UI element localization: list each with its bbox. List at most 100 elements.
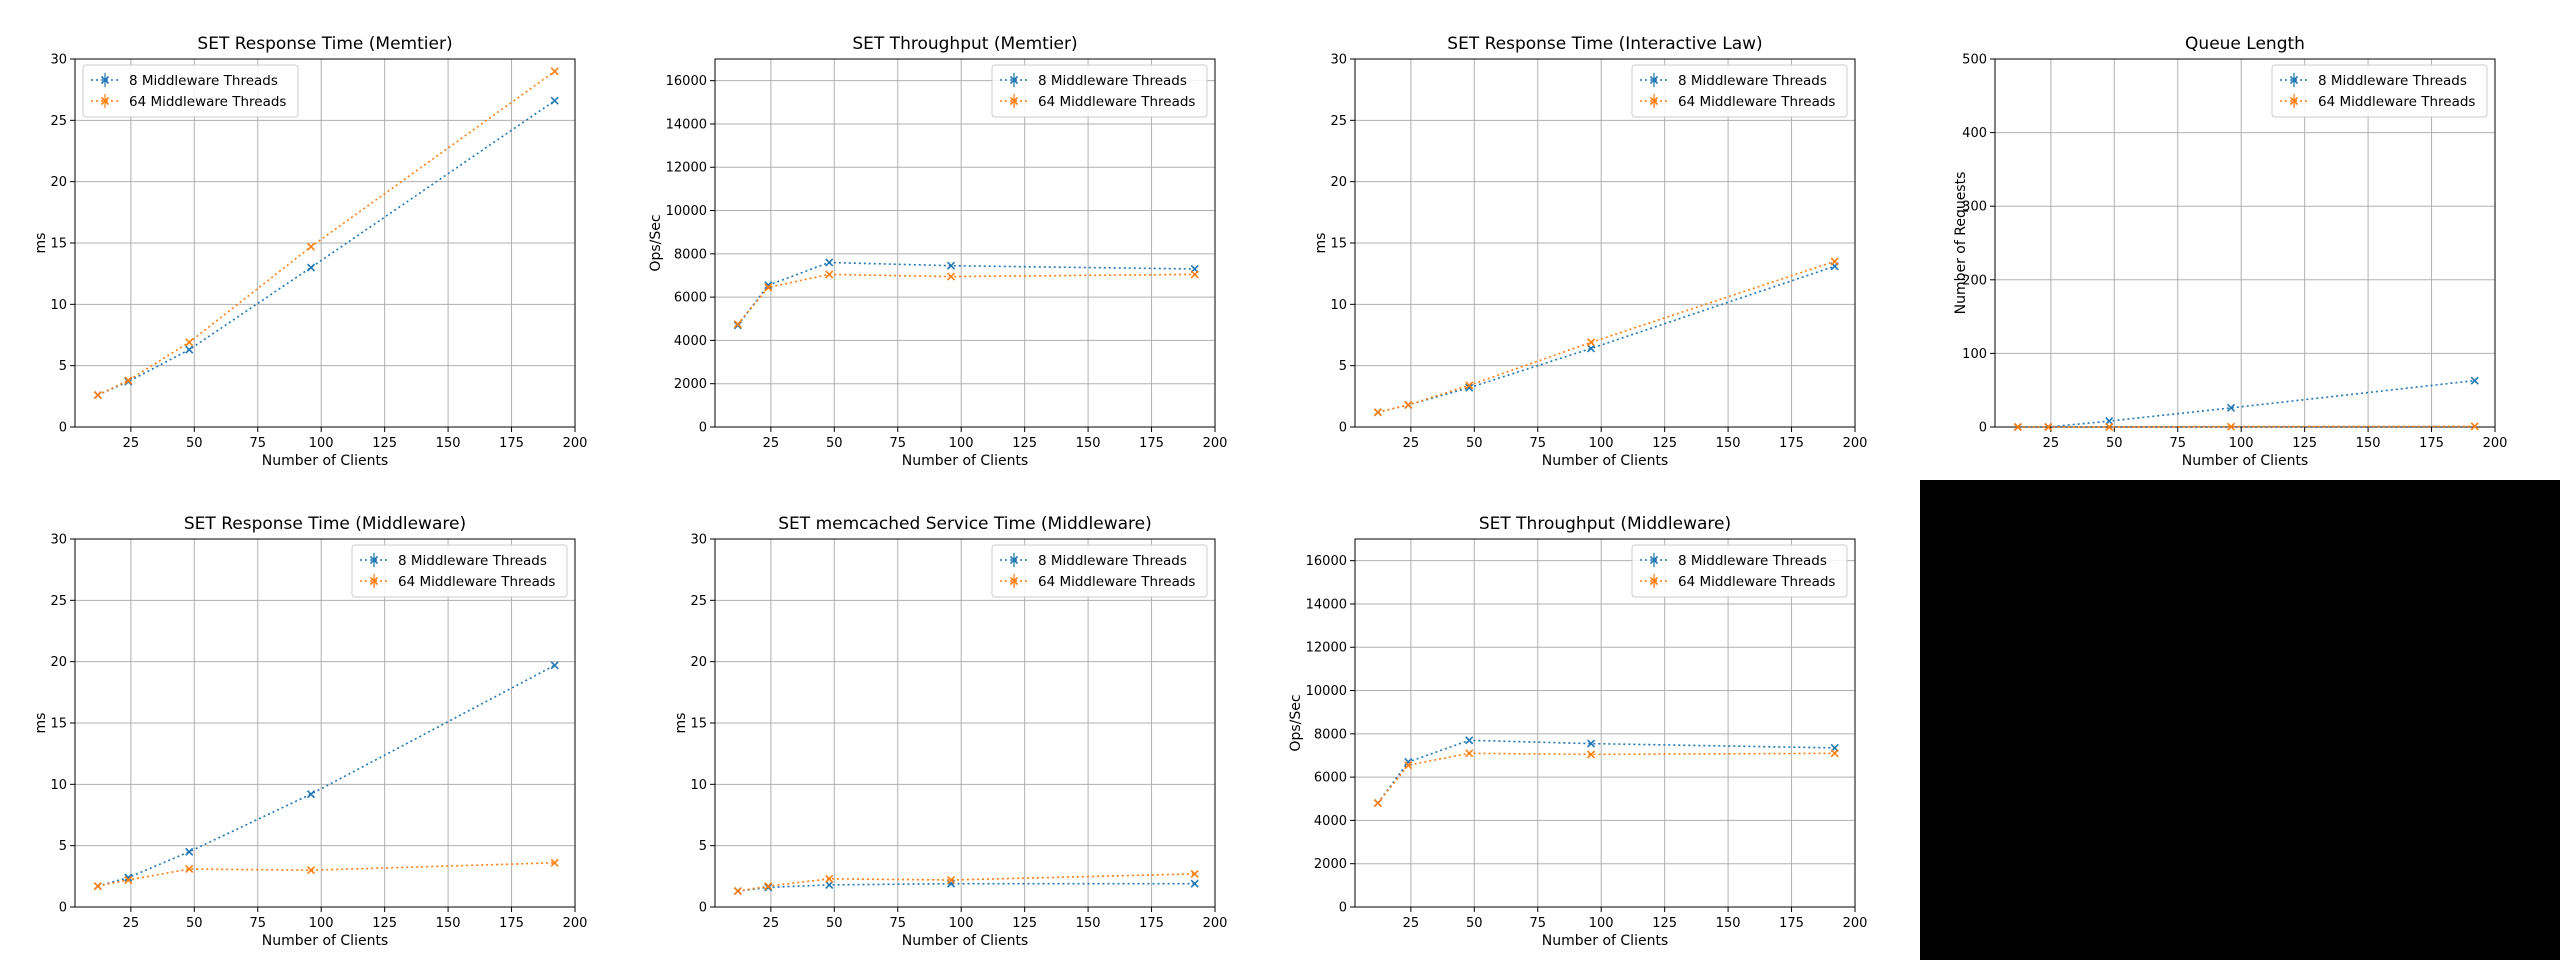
y-tick-label: 25	[1330, 114, 1347, 129]
legend-box	[2271, 64, 2488, 118]
legend-marker-1-b	[1649, 75, 1659, 85]
y-tick-label: 10	[1330, 298, 1347, 313]
data-point-s1-4-b	[306, 263, 316, 272]
data-point-s2-2-b	[1404, 400, 1413, 409]
x-axis-label: Number of Clients	[2182, 453, 2308, 469]
x-tick-label: 125	[1652, 916, 1677, 931]
data-point-s2-5-b	[1830, 257, 1839, 266]
subplot-7: 25 50 75 100 125 150 175 2000200040006000800010…	[1288, 514, 1867, 949]
legend-box	[991, 64, 1208, 118]
y-axis-label: ms	[673, 713, 689, 734]
data-point-s2-3-b	[1465, 381, 1474, 390]
legend-entry-2: 64 Middleware Threads	[2318, 94, 2475, 110]
data-point-s2-1-b	[2013, 422, 2022, 432]
data-point-s2-4-b	[306, 242, 316, 251]
x-tick-label: 100	[949, 436, 974, 451]
chart-title: SET Throughput (Middleware)	[1479, 514, 1731, 534]
data-point-s2-3-b	[185, 864, 194, 874]
legend-box	[1631, 64, 1848, 118]
data-point-s1-5-b	[550, 96, 559, 105]
empty-subplot-slot	[1920, 480, 2560, 960]
x-tick-label: 25	[2043, 436, 2060, 451]
x-tick-label: 50	[826, 916, 843, 931]
subplot-2: 25 50 75 100 125 150 175 2000200040006000800010…	[648, 34, 1227, 469]
data-point-s2-5-b	[550, 858, 559, 867]
legend-entry-2: 64 Middleware Threads	[1678, 94, 1835, 110]
data-point-s1-2-b	[764, 883, 773, 892]
legend-marker-1-b	[1009, 555, 1019, 565]
data-point-s2-2-b	[764, 283, 773, 292]
x-tick-label: 125	[372, 436, 397, 451]
y-tick-label: 10000	[666, 204, 707, 219]
data-point-s2-5-b	[1190, 869, 1199, 878]
data-point-s2-4-b	[2226, 422, 2236, 431]
y-tick-label: 12000	[666, 161, 707, 176]
legend-box	[82, 64, 299, 118]
x-tick-label: 25	[763, 436, 780, 451]
series-line-2	[1377, 260, 1835, 414]
legend-entry-2: 64 Middleware Threads	[129, 94, 286, 110]
legend-marker-2-b	[369, 576, 379, 586]
legend-box	[1631, 544, 1848, 598]
legend-marker-2-b	[1009, 576, 1019, 586]
y-tick-label: 6000	[1314, 771, 1347, 786]
x-tick-label: 75	[1529, 436, 1546, 451]
y-tick-label: 200	[1962, 273, 1987, 288]
data-point-s2-3-b	[185, 338, 194, 347]
data-point-s1-5-b	[550, 661, 559, 670]
data-point-s2-1-b	[93, 391, 102, 400]
data-point-s2-3-b	[825, 874, 834, 883]
y-tick-label: 4000	[674, 334, 707, 349]
axes-frame	[1354, 538, 1856, 908]
x-tick-label: 50	[1466, 436, 1483, 451]
x-axis-label: Number of Clients	[902, 933, 1028, 949]
legend-entry-2: 64 Middleware Threads	[398, 574, 555, 590]
data-point-s2-2-b	[1404, 761, 1413, 770]
axes-frame	[714, 538, 1216, 908]
x-tick-label: 150	[1076, 916, 1101, 931]
legend-entry-1: 8 Middleware Threads	[1038, 553, 1187, 569]
y-tick-label: 0	[699, 421, 707, 436]
x-axis-label: Number of Clients	[902, 453, 1028, 469]
series-line-1	[97, 100, 556, 396]
x-tick-label: 150	[2356, 436, 2381, 451]
y-tick-label: 30	[50, 533, 67, 548]
data-point-s1-2-b	[124, 873, 133, 882]
subplot-4: 25 50 75 100 125 150 175 200 0 100 200 300 400 500 Que…	[1953, 34, 2507, 469]
y-tick-label: 16000	[666, 74, 707, 89]
data-point-s2-2-b	[2044, 422, 2053, 432]
x-tick-label: 200	[1203, 436, 1228, 451]
x-tick-label: 75	[249, 436, 266, 451]
chart-title: SET memcached Service Time (Middleware)	[778, 514, 1152, 534]
series-line-2	[97, 862, 555, 887]
axes-frame	[74, 538, 576, 908]
legend-entry-1: 8 Middleware Threads	[129, 73, 278, 89]
x-tick-label: 75	[889, 916, 906, 931]
data-point-s1-3-b	[185, 847, 194, 856]
y-tick-label: 5	[59, 839, 67, 854]
legend-marker-2-b	[1009, 96, 1019, 106]
legend-marker-1-b	[2289, 75, 2299, 85]
legend: 8 Middleware Threads 64 Middleware Thread…	[82, 64, 299, 118]
y-tick-label: 0	[1339, 421, 1347, 436]
y-tick-label: 12000	[1306, 641, 1347, 656]
data-point-s1-5-b	[2470, 376, 2479, 385]
x-tick-label: 125	[1012, 916, 1037, 931]
y-tick-label: 25	[690, 594, 707, 609]
y-tick-label: 4000	[1314, 814, 1347, 829]
y-tick-label: 6000	[674, 291, 707, 306]
x-tick-label: 175	[1139, 436, 1164, 451]
x-tick-label: 50	[186, 436, 203, 451]
y-tick-label: 14000	[666, 117, 707, 132]
y-tick-label: 15	[50, 237, 67, 252]
legend-entry-1: 8 Middleware Threads	[1678, 73, 1827, 89]
legend: 8 Middleware Threads 64 Middleware Thread…	[351, 544, 568, 598]
x-tick-label: 50	[826, 436, 843, 451]
legend-entry-2: 64 Middleware Threads	[1678, 574, 1835, 590]
y-tick-label: 500	[1962, 53, 1987, 68]
y-tick-label: 8000	[1314, 727, 1347, 742]
x-tick-label: 150	[1076, 436, 1101, 451]
data-point-s2-3-b	[1465, 749, 1474, 758]
legend: 8 Middleware Threads 64 Middleware Thread…	[991, 544, 1208, 598]
data-point-s2-1-b	[1373, 408, 1382, 417]
